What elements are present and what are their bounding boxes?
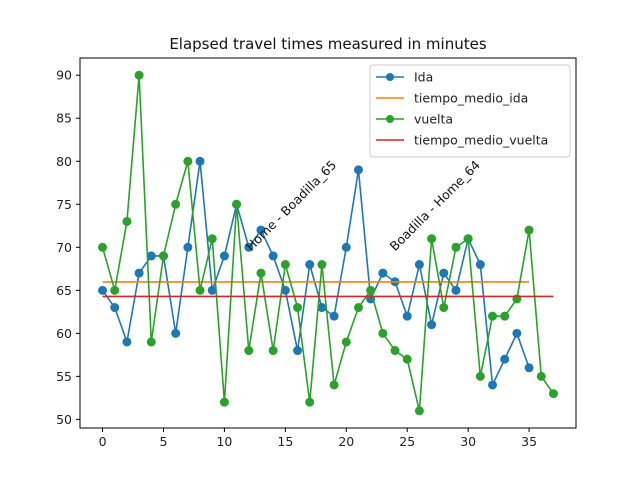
data-point — [268, 251, 278, 261]
data-point — [268, 346, 278, 356]
legend-label: tiempo_medio_vuelta — [414, 133, 548, 148]
series-line-2 — [101, 74, 555, 412]
data-point — [414, 406, 424, 416]
data-point — [439, 268, 449, 278]
chart-marks — [98, 70, 558, 416]
y-tick-label: 50 — [56, 412, 72, 427]
legend-label: Ida — [414, 70, 433, 85]
data-point — [122, 337, 132, 347]
x-tick-label: 25 — [399, 434, 415, 449]
data-point — [293, 346, 303, 356]
y-axis: 50 55 60 65 70 75 80 85 90 — [56, 68, 80, 427]
y-tick-label: 85 — [56, 111, 72, 126]
data-point — [110, 303, 120, 313]
data-point — [488, 380, 498, 390]
data-point — [98, 242, 108, 252]
data-point — [524, 363, 534, 373]
data-point — [475, 371, 485, 381]
data-point — [329, 311, 339, 321]
data-point — [414, 260, 424, 270]
data-point — [244, 242, 254, 252]
data-point — [500, 311, 510, 321]
data-point — [536, 371, 546, 381]
data-point — [341, 337, 351, 347]
legend-box — [369, 64, 571, 158]
data-point — [427, 320, 437, 330]
data-point — [207, 234, 217, 244]
data-point — [219, 251, 229, 261]
data-point — [158, 251, 168, 261]
data-point — [171, 328, 181, 338]
data-point — [134, 268, 144, 278]
data-point — [353, 165, 363, 175]
y-tick-label: 90 — [56, 68, 72, 83]
data-point — [293, 303, 303, 313]
y-tick-label: 60 — [56, 326, 72, 341]
data-point — [329, 380, 339, 390]
data-point — [232, 199, 242, 209]
data-point — [305, 397, 315, 407]
data-point — [171, 199, 181, 209]
data-point — [524, 225, 534, 235]
chart-title: Elapsed travel times measured in minutes — [169, 35, 486, 53]
data-point — [427, 234, 437, 244]
data-point — [366, 285, 376, 295]
data-point — [146, 337, 156, 347]
data-point — [402, 354, 412, 364]
data-point — [183, 156, 193, 166]
y-tick-label: 75 — [56, 197, 72, 212]
data-point — [256, 225, 266, 235]
data-point — [402, 311, 412, 321]
data-point — [122, 216, 132, 226]
data-point — [451, 242, 461, 252]
x-tick-label: 15 — [277, 434, 293, 449]
legend-label: vuelta — [414, 112, 453, 127]
data-point — [305, 260, 315, 270]
data-point — [378, 268, 388, 278]
data-point — [451, 285, 461, 295]
data-point — [548, 389, 558, 399]
x-tick-label: 20 — [338, 434, 354, 449]
data-point — [378, 328, 388, 338]
data-point — [146, 251, 156, 261]
data-point — [110, 285, 120, 295]
data-point — [98, 285, 108, 295]
data-point — [317, 260, 327, 270]
data-point — [256, 268, 266, 278]
data-point — [219, 397, 229, 407]
y-tick-label: 70 — [56, 240, 72, 255]
data-point — [475, 260, 485, 270]
data-point — [463, 234, 473, 244]
data-point — [280, 260, 290, 270]
data-point — [512, 328, 522, 338]
legend-label: tiempo_medio_ida — [414, 91, 528, 106]
legend-marker — [386, 115, 394, 123]
data-point — [341, 242, 351, 252]
x-tick-label: 30 — [460, 434, 476, 449]
y-tick-label: 80 — [56, 154, 72, 169]
data-point — [134, 70, 144, 80]
x-axis: 0 5 10 15 20 25 30 35 — [99, 428, 537, 449]
x-tick-label: 10 — [216, 434, 232, 449]
data-point — [195, 156, 205, 166]
legend-marker — [386, 73, 394, 81]
y-tick-label: 55 — [56, 369, 72, 384]
y-tick-label: 65 — [56, 283, 72, 298]
x-tick-label: 35 — [521, 434, 537, 449]
x-tick-label: 5 — [160, 434, 168, 449]
data-point — [353, 303, 363, 313]
data-point — [244, 346, 254, 356]
x-tick-label: 0 — [99, 434, 107, 449]
plot-frame — [79, 57, 577, 429]
data-point — [439, 303, 449, 313]
data-point — [195, 285, 205, 295]
data-point — [207, 285, 217, 295]
data-point — [183, 242, 193, 252]
data-point — [500, 354, 510, 364]
data-point — [488, 311, 498, 321]
data-point — [390, 346, 400, 356]
